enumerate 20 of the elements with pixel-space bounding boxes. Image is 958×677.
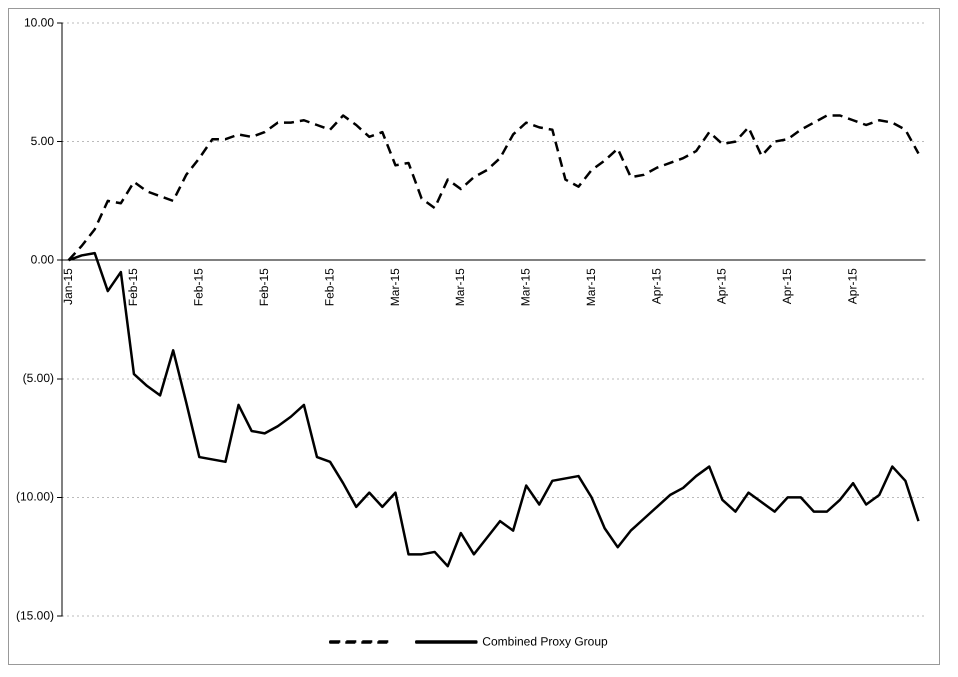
y-tick-label: 5.00 xyxy=(30,134,54,148)
x-tick-label: Mar-15 xyxy=(518,268,533,306)
x-tick-label: Feb-15 xyxy=(257,268,272,306)
y-tick-label: 10.00 xyxy=(24,15,54,30)
y-tick-label: (5.00) xyxy=(22,371,54,386)
x-tick-label: Apr-15 xyxy=(845,268,860,304)
x-tick-label: Jan-15 xyxy=(60,268,75,305)
x-tick-label: Mar-15 xyxy=(453,268,468,306)
x-tick-label: Apr-15 xyxy=(649,268,664,304)
x-tick-label: Mar-15 xyxy=(388,268,402,306)
x-tick-label: Feb-15 xyxy=(322,268,336,306)
x-tick-label: Feb-15 xyxy=(126,268,140,306)
y-tick-label: (15.00) xyxy=(16,608,54,622)
x-tick-label: Apr-15 xyxy=(714,268,729,304)
x-tick-label: Mar-15 xyxy=(584,268,598,306)
x-tick-label: Feb-15 xyxy=(192,268,206,306)
y-tick-label: (10.00) xyxy=(16,490,54,504)
y-tick-label: 0.00 xyxy=(30,252,54,267)
legend-label: Combined Proxy Group xyxy=(482,634,608,648)
x-tick-label: Apr-15 xyxy=(780,268,794,304)
